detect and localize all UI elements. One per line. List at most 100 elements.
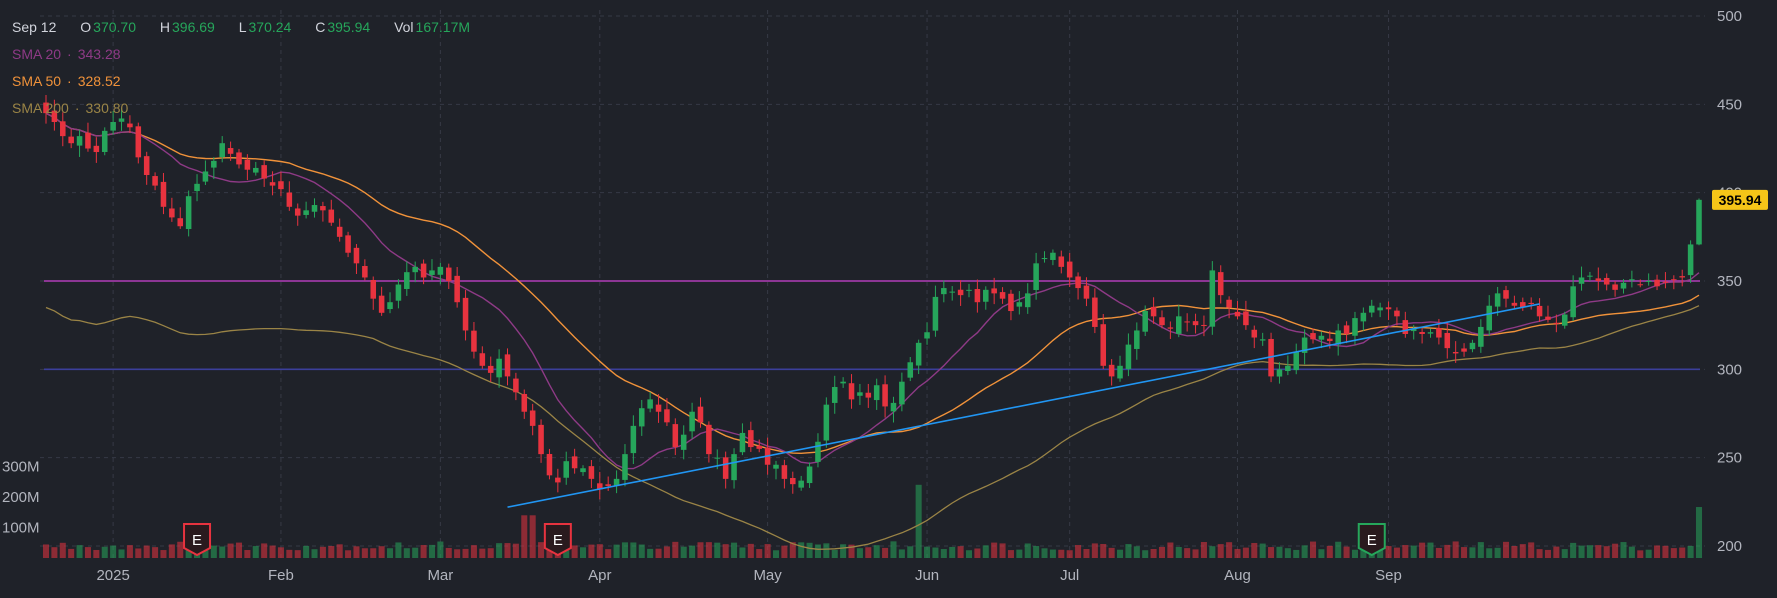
volume-bar <box>848 544 855 558</box>
sma50-legend[interactable]: SMA 50 · 328.52 <box>12 72 490 99</box>
volume-bar <box>1284 548 1291 558</box>
sma20-legend[interactable]: SMA 20 · 343.28 <box>12 45 490 72</box>
candle <box>513 372 519 401</box>
volume-bar <box>1595 545 1602 558</box>
candle <box>1410 324 1417 340</box>
open-value: 370.70 <box>93 19 136 35</box>
volume-bar <box>630 542 637 558</box>
volume-bar <box>1578 545 1585 558</box>
candle-body <box>555 477 561 483</box>
volume-bar <box>1083 548 1090 558</box>
volume-bar <box>890 541 897 558</box>
candle <box>1368 299 1375 318</box>
candle <box>756 439 762 453</box>
candle-body <box>1553 322 1560 324</box>
open-label: O <box>80 19 92 35</box>
close-label: C <box>315 19 326 35</box>
candle <box>68 129 74 149</box>
candle <box>60 112 66 147</box>
volume-bar <box>1360 549 1367 558</box>
candle <box>1671 275 1677 290</box>
volume-bar <box>714 542 721 558</box>
volume-bar <box>772 550 780 558</box>
candle-body <box>211 160 217 168</box>
candle <box>479 346 486 369</box>
candle <box>983 286 989 310</box>
volume-bar <box>1242 547 1249 558</box>
volume-bar <box>1679 547 1686 558</box>
candle <box>932 285 939 337</box>
candle <box>127 115 133 134</box>
volume-bar <box>1561 549 1568 558</box>
volume-bar <box>1041 548 1048 558</box>
candle-body <box>320 206 326 211</box>
candle-body <box>60 121 66 137</box>
candle <box>1251 325 1258 349</box>
candle-body <box>169 208 175 218</box>
candle-body <box>51 110 58 122</box>
candle <box>1318 331 1325 349</box>
candle <box>487 356 494 382</box>
candle <box>1008 289 1014 321</box>
candle-body <box>1327 338 1333 342</box>
candle <box>1620 279 1627 294</box>
volume-bar <box>1419 542 1426 558</box>
volume-bar <box>1091 543 1098 558</box>
candle <box>1150 297 1157 324</box>
sma200-legend[interactable]: SMA 200 · 330.80 <box>12 99 490 126</box>
candle <box>236 148 242 169</box>
candle <box>689 402 695 439</box>
candle <box>1587 271 1593 281</box>
candle <box>823 397 830 448</box>
candle-body <box>1117 365 1123 379</box>
candles <box>43 94 1702 500</box>
volume-bar <box>1586 545 1593 558</box>
volume-bar <box>227 543 234 558</box>
candle-body <box>429 270 435 275</box>
candle-body <box>1134 330 1140 349</box>
candle-body <box>1444 332 1451 349</box>
volume-bar <box>1301 545 1308 558</box>
candle-body <box>1041 258 1048 260</box>
candle <box>672 418 679 456</box>
candle <box>1360 307 1367 331</box>
candle-body <box>395 284 402 301</box>
volume-bar <box>1226 542 1233 558</box>
candle-body <box>697 406 704 423</box>
candle-body <box>1570 286 1576 318</box>
candle-body <box>479 353 486 366</box>
volume-bar <box>940 549 947 558</box>
candle <box>848 374 855 409</box>
ohlc-row: Sep 12 O 370.70 H 396.69 L 370.24 C 395.94 V… <box>12 18 490 45</box>
volume-bar <box>42 544 50 558</box>
volume-bar <box>898 549 905 558</box>
candle <box>907 356 914 382</box>
candle <box>320 201 326 222</box>
volume-bar <box>823 543 830 558</box>
candle-body <box>655 404 662 412</box>
volume-bar <box>1662 545 1669 558</box>
volume-bar <box>806 542 813 558</box>
candle-body <box>370 279 377 299</box>
volume-bar <box>1024 543 1031 558</box>
candle <box>924 322 930 345</box>
volume-bar <box>143 545 150 558</box>
candle-body <box>689 411 695 432</box>
volume-bar <box>395 542 402 558</box>
volume-bar <box>261 543 268 558</box>
candle <box>680 425 687 460</box>
candle <box>1259 332 1266 346</box>
candle <box>571 448 578 474</box>
volume-bar <box>1058 549 1065 558</box>
candle-body <box>445 267 452 281</box>
candle <box>169 197 175 222</box>
candle-body <box>311 205 318 212</box>
candle <box>529 403 536 436</box>
candle-body <box>85 132 91 149</box>
candle-body <box>76 136 83 146</box>
candle-body <box>236 152 242 165</box>
volume-bar <box>1125 544 1132 558</box>
sma200-separator: · <box>74 100 80 116</box>
